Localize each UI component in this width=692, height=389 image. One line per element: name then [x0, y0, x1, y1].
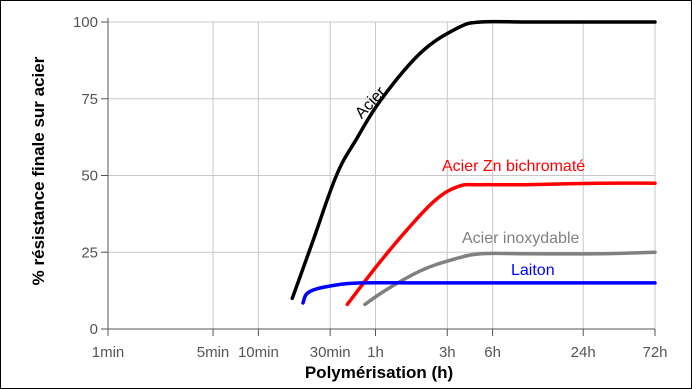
- series-line-acier: [290, 19, 657, 301]
- series-label-acier-zn-bichromate: Acier Zn bichromaté: [442, 158, 585, 175]
- x-tick-label: 24h: [571, 344, 596, 361]
- series-line-laiton: [301, 280, 657, 305]
- series-line-acier-inoxydable: [363, 250, 657, 307]
- x-tick-label: 1min: [92, 344, 125, 361]
- y-axis-title: % résistance finale sur acier: [29, 56, 48, 285]
- series-line-acier-zn-bichromate: [345, 181, 657, 307]
- x-tick-label: 10min: [238, 344, 279, 361]
- axes: [101, 18, 656, 336]
- x-tick-label: 72h: [642, 344, 667, 361]
- y-tick-label: 50: [81, 168, 98, 185]
- x-tick-label: 5min: [197, 344, 230, 361]
- x-tick-label: 30min: [310, 344, 351, 361]
- x-tick-label: 3h: [439, 344, 456, 361]
- tick-labels: 0 25 50 75 100 1min 5min 10min 30min 1h 3h 6h 24h 72h: [73, 14, 668, 361]
- y-tick-label: 100: [73, 14, 98, 31]
- x-axis-title: Polymérisation (h): [305, 363, 453, 382]
- x-tick-label: 6h: [484, 344, 501, 361]
- y-tick-label: 25: [81, 244, 98, 261]
- series-label-acier-inoxydable: Acier inoxydable: [462, 230, 580, 247]
- series-lines: [290, 19, 657, 307]
- series-label-laiton: Laiton: [511, 262, 555, 279]
- y-tick-label: 0: [90, 321, 98, 338]
- series-labels: Acier Acier Zn bichromaté Acier inoxydab…: [352, 83, 585, 279]
- y-tick-label: 75: [81, 91, 98, 108]
- x-tick-label: 1h: [367, 344, 384, 361]
